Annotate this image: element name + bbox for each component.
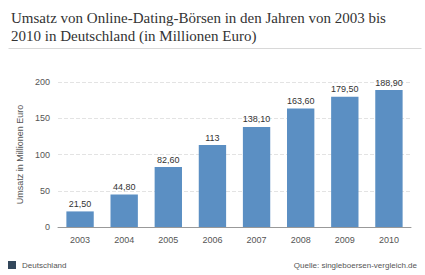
svg-text:Quelle: singleboersen-vergleic: Quelle: singleboersen-vergleich.de xyxy=(294,261,418,270)
svg-text:163,60: 163,60 xyxy=(287,96,315,106)
svg-text:21,50: 21,50 xyxy=(69,199,92,209)
svg-text:188,90: 188,90 xyxy=(375,78,403,88)
svg-text:100: 100 xyxy=(35,150,50,160)
svg-text:Umsatz in Millionen Euro: Umsatz in Millionen Euro xyxy=(15,105,25,205)
svg-text:0: 0 xyxy=(45,222,50,232)
svg-text:2005: 2005 xyxy=(158,235,178,245)
svg-text:2009: 2009 xyxy=(335,235,355,245)
svg-text:Umsatz von Online-Dating-Börse: Umsatz von Online-Dating-Börsen in den J… xyxy=(11,10,390,26)
svg-text:2010: 2010 xyxy=(379,235,399,245)
svg-text:150: 150 xyxy=(35,113,50,123)
svg-text:Deutschland: Deutschland xyxy=(22,261,66,270)
svg-text:2006: 2006 xyxy=(202,235,222,245)
svg-text:50: 50 xyxy=(40,186,50,196)
svg-text:200: 200 xyxy=(35,77,50,87)
svg-text:82,60: 82,60 xyxy=(157,155,180,165)
svg-text:113: 113 xyxy=(205,133,219,143)
svg-text:44,80: 44,80 xyxy=(113,182,136,192)
svg-text:2003: 2003 xyxy=(70,235,90,245)
svg-text:2007: 2007 xyxy=(247,235,267,245)
svg-text:2008: 2008 xyxy=(291,235,311,245)
svg-text:179,50: 179,50 xyxy=(331,84,359,94)
svg-text:2004: 2004 xyxy=(114,235,134,245)
svg-text:2010 in Deutschland (in Millio: 2010 in Deutschland (in Millionen Euro) xyxy=(11,28,256,45)
svg-text:138,10: 138,10 xyxy=(243,114,271,124)
